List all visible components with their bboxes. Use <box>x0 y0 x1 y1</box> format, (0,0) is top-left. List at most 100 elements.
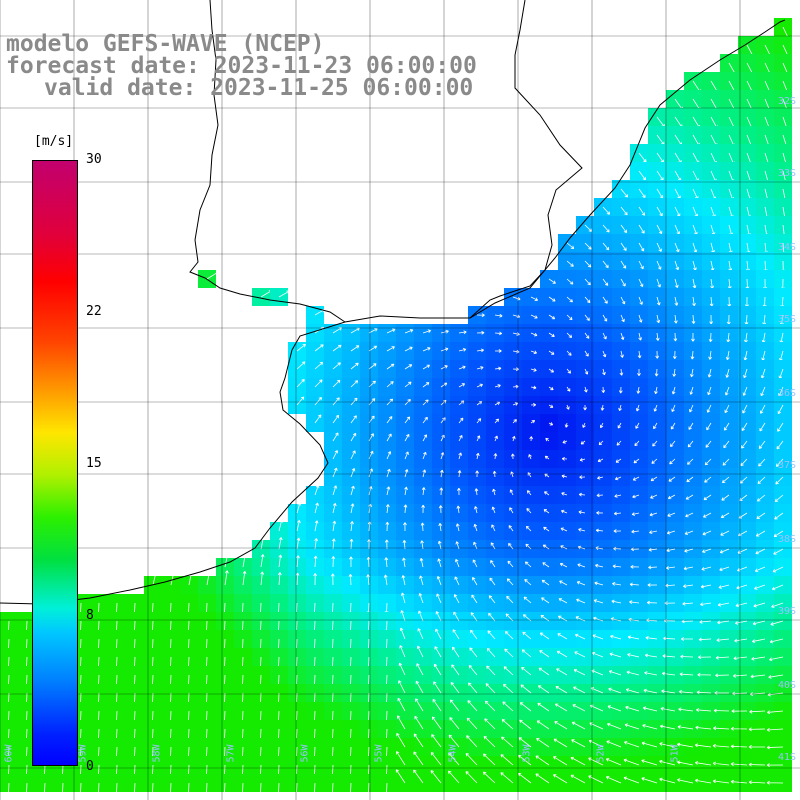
wind-arrow <box>741 440 748 449</box>
wind-arrow <box>778 386 784 397</box>
wind-arrow <box>450 699 460 712</box>
wind-arrow <box>742 404 748 414</box>
wind-arrow <box>422 382 430 388</box>
wind-arrow <box>656 188 664 199</box>
wind-arrow <box>419 558 424 568</box>
wind-arrow <box>572 704 586 712</box>
wind-arrow <box>433 663 442 676</box>
wind-arrow <box>548 368 555 373</box>
wind-arrow <box>414 715 424 730</box>
wind-arrow <box>465 752 478 766</box>
wind-arrow <box>350 345 360 352</box>
wind-arrow <box>570 756 586 766</box>
wind-arrow <box>541 597 550 604</box>
wind-arrow <box>673 332 678 342</box>
wind-arrow <box>575 616 586 622</box>
wind-arrow <box>224 552 230 568</box>
wind-arrow <box>602 206 611 215</box>
wind-arrow <box>655 332 660 341</box>
wind-arrow <box>712 743 730 748</box>
wind-arrow <box>766 727 784 732</box>
wind-arrow <box>671 386 676 395</box>
wind-arrow <box>708 350 712 360</box>
wind-arrow <box>402 557 406 568</box>
wind-arrow <box>578 528 586 532</box>
wind-arrow <box>677 742 694 748</box>
wind-arrow <box>348 573 353 586</box>
wind-arrow <box>692 296 696 307</box>
wind-arrow <box>613 529 622 533</box>
wind-arrow <box>332 467 338 478</box>
wind-arrow <box>278 290 290 298</box>
wind-arrow <box>656 224 663 235</box>
wind-arrow <box>559 580 568 586</box>
wind-arrow <box>296 519 301 532</box>
wind-arrow <box>611 599 622 604</box>
wind-arrow <box>332 520 337 532</box>
wind-arrow <box>685 512 694 518</box>
wind-arrow <box>6 782 11 800</box>
wind-arrow <box>620 314 625 323</box>
latitude-label: 34S <box>777 242 796 253</box>
wind-arrow <box>692 278 697 289</box>
wind-arrow <box>694 761 712 766</box>
wind-arrow <box>566 260 574 267</box>
wind-arrow <box>384 539 389 550</box>
wind-arrow <box>566 332 573 338</box>
wind-arrow <box>752 638 766 643</box>
wind-arrow <box>584 224 593 232</box>
wind-arrow <box>240 782 245 800</box>
wind-arrow <box>630 564 640 569</box>
wind-arrow <box>700 584 712 589</box>
wind-arrow <box>469 647 478 658</box>
longitude-label: 58W <box>151 744 163 763</box>
wind-arrow <box>620 260 627 269</box>
wind-arrow <box>512 402 519 406</box>
wind-arrow <box>296 555 300 568</box>
wind-arrow <box>384 557 389 568</box>
wind-arrow <box>757 476 766 485</box>
wind-arrow <box>580 440 586 445</box>
wind-arrow <box>501 736 514 748</box>
wind-arrow <box>605 758 622 766</box>
wind-arrow <box>637 350 642 359</box>
wind-arrow <box>655 350 660 359</box>
wind-arrow <box>646 600 658 605</box>
wind-arrow <box>733 656 748 661</box>
wind-arrow <box>535 755 550 766</box>
wind-arrow <box>467 700 478 712</box>
wind-arrow <box>152 569 158 586</box>
wind-arrow <box>507 560 514 568</box>
wind-arrow <box>752 620 766 626</box>
wind-arrow <box>667 494 676 500</box>
wind-arrow <box>60 782 65 800</box>
wind-arrow <box>529 436 534 442</box>
wind-arrow <box>494 349 502 353</box>
wind-arrow <box>396 751 406 766</box>
wind-arrow <box>618 386 623 394</box>
wind-arrow <box>625 705 640 712</box>
wind-arrow <box>573 686 586 694</box>
wind-arrow <box>132 782 137 800</box>
wind-arrow <box>452 629 460 640</box>
wind-arrow <box>403 522 407 532</box>
wind-arrow <box>395 769 406 784</box>
wind-arrow <box>440 347 449 352</box>
wind-arrow <box>386 468 391 478</box>
wind-arrow <box>526 490 532 496</box>
wind-arrow <box>614 494 622 498</box>
wind-arrow <box>595 528 604 533</box>
wind-arrow <box>612 564 622 569</box>
wind-arrow <box>667 512 676 517</box>
wind-arrow <box>566 350 572 356</box>
wind-arrow <box>542 562 550 568</box>
wind-arrow <box>415 680 424 694</box>
wind-arrow <box>698 637 712 642</box>
wind-arrow <box>524 579 532 586</box>
wind-arrow <box>188 569 194 586</box>
wind-arrow <box>638 332 642 341</box>
wind-arrow <box>566 242 575 250</box>
wind-arrow <box>457 487 461 496</box>
wind-arrow <box>491 524 496 532</box>
wind-arrow <box>366 782 371 800</box>
